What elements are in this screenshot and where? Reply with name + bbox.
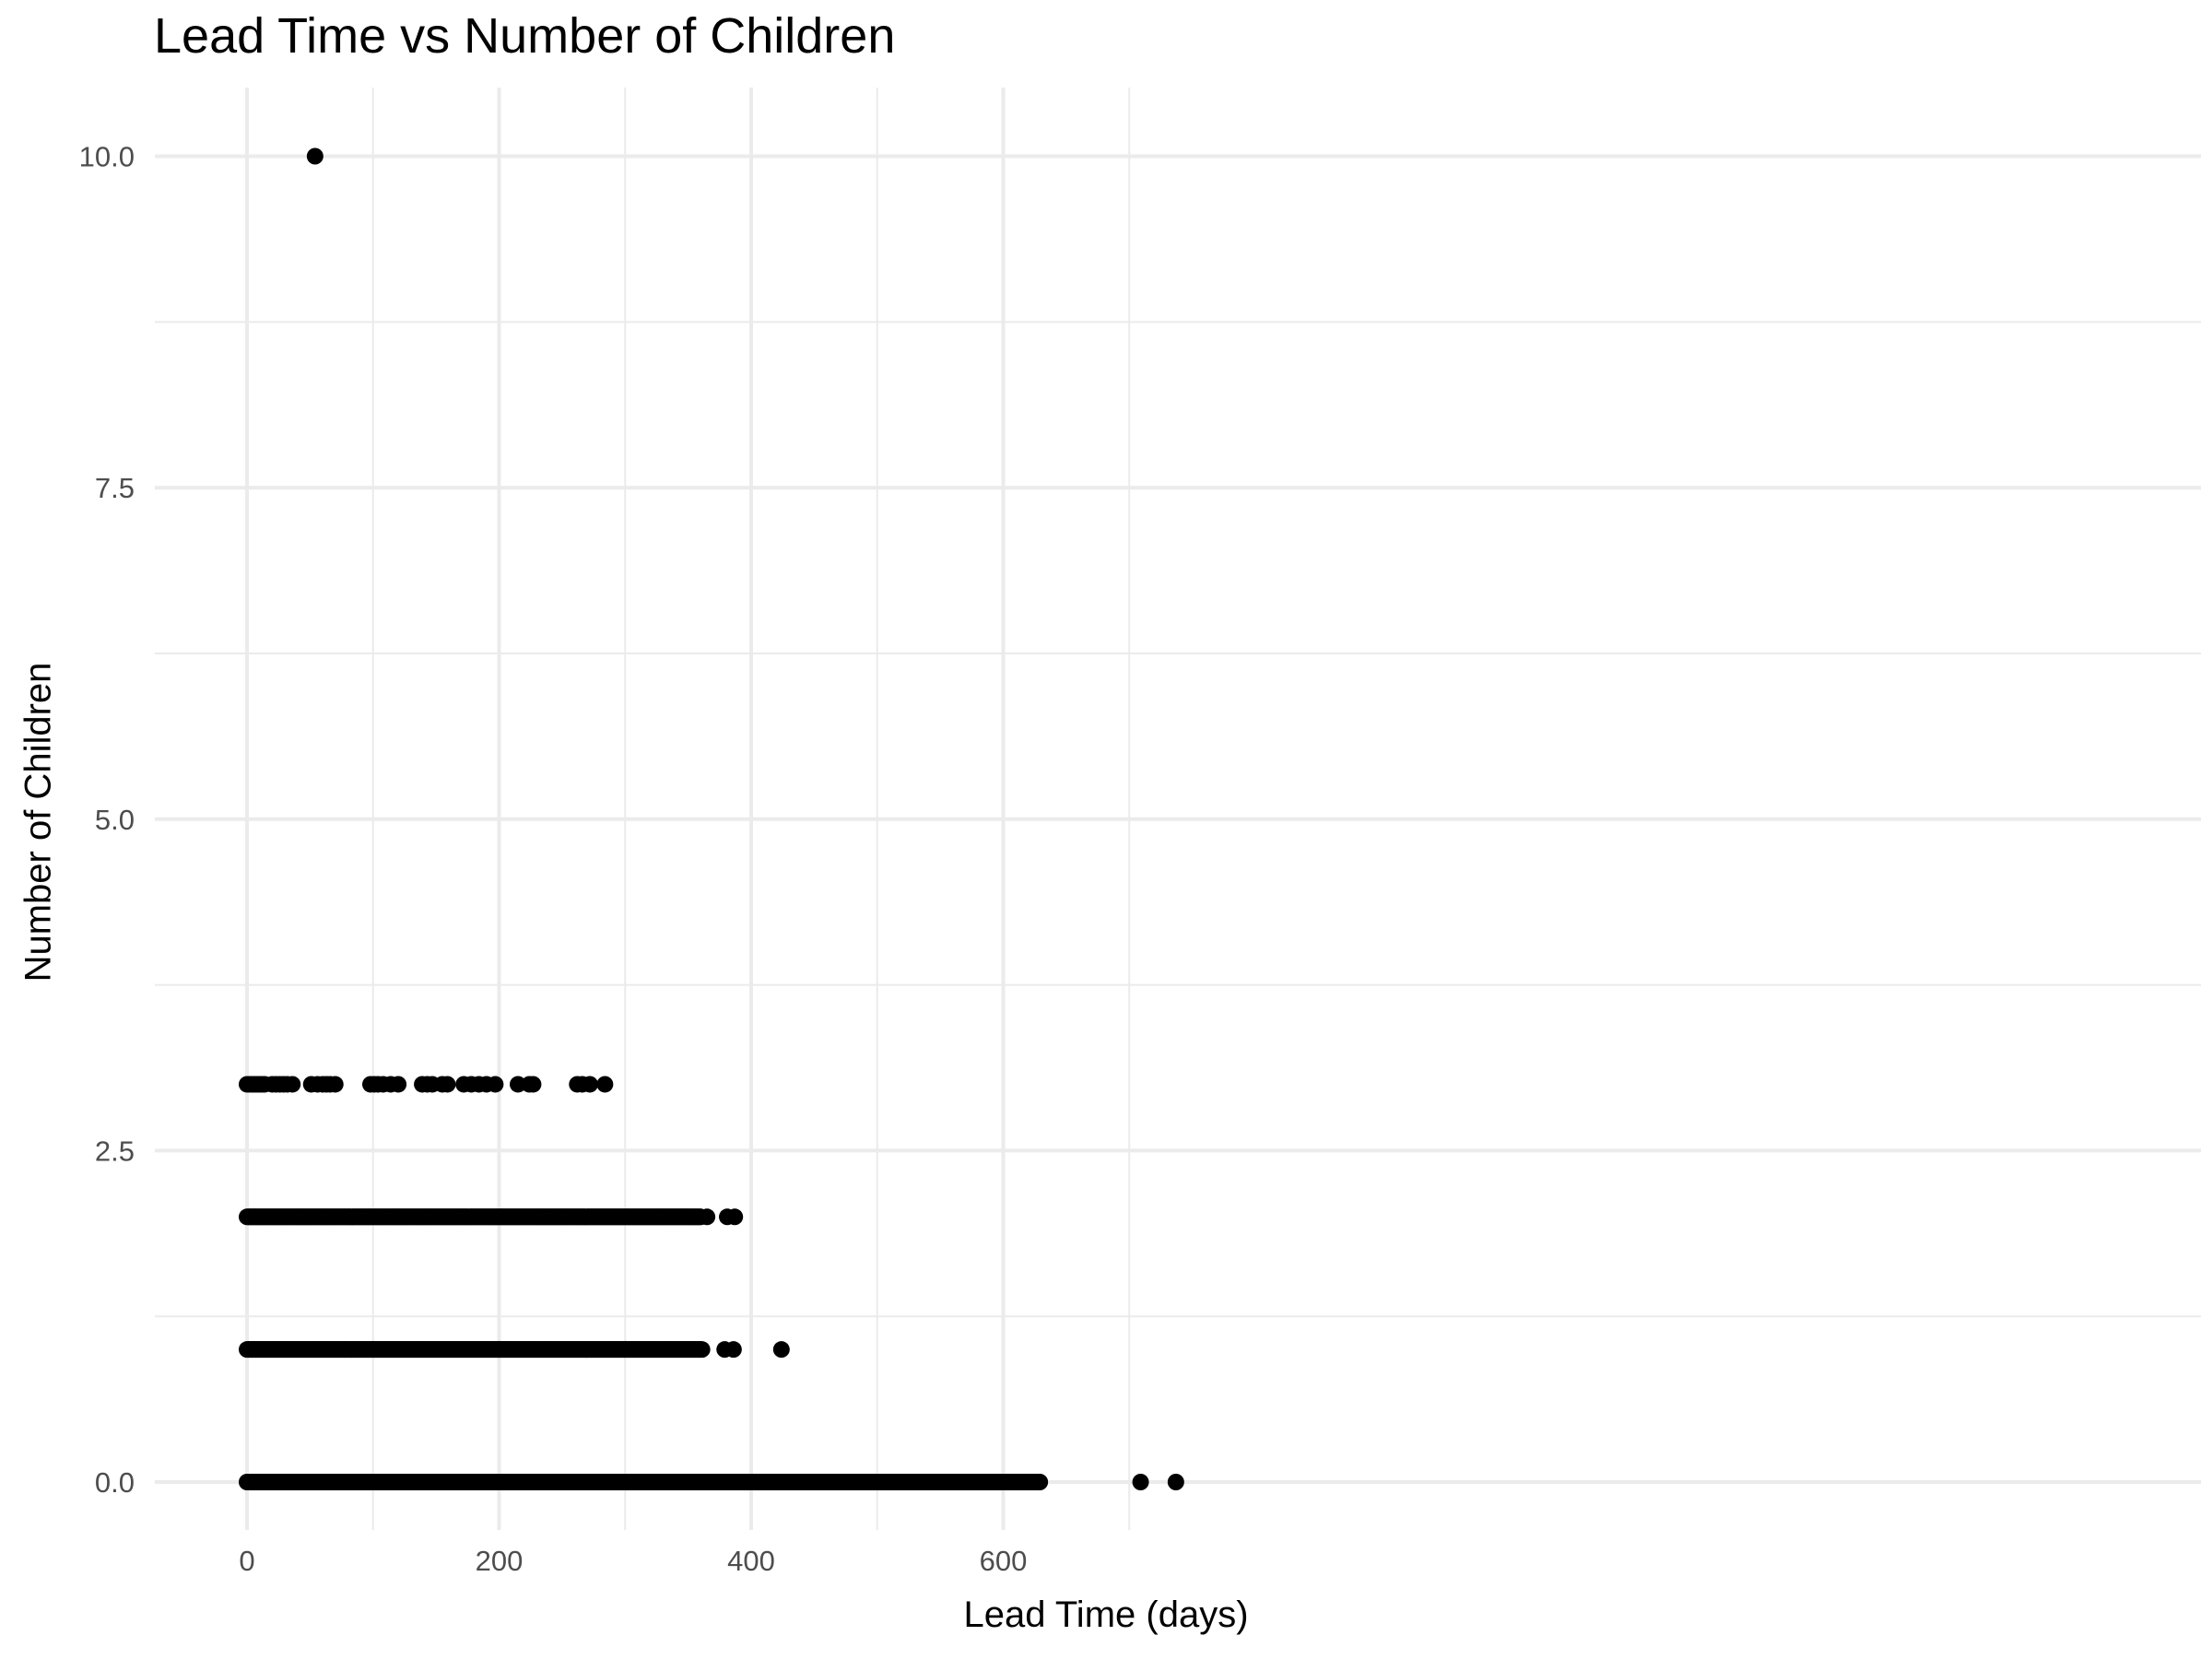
data-point	[1031, 1474, 1049, 1490]
chart-title: Lead Time vs Number of Children	[154, 8, 896, 64]
data-point	[693, 1341, 711, 1359]
data-point	[326, 1076, 344, 1093]
data-point	[524, 1076, 542, 1093]
major-gridlines	[155, 88, 2201, 1530]
data-point	[581, 1076, 598, 1093]
data-point	[726, 1208, 744, 1226]
data-point	[724, 1341, 742, 1359]
data-point	[306, 147, 324, 165]
minor-gridlines	[155, 88, 2201, 1530]
x-axis-label: Lead Time (days)	[963, 1594, 1249, 1635]
y-tick-labels: 0.0 2.5 5.0 7.5 10.0	[79, 141, 135, 1500]
y-axis-label: Number of Children	[18, 662, 59, 982]
x-tick-label: 400	[727, 1545, 775, 1577]
x-tick-label: 600	[980, 1545, 1028, 1577]
y-tick-label: 10.0	[79, 141, 135, 173]
data-point	[284, 1076, 301, 1093]
x-tick-label: 0	[239, 1545, 254, 1577]
data-point	[1167, 1474, 1184, 1490]
y-tick-label: 0.0	[95, 1466, 135, 1499]
x-tick-label: 200	[476, 1545, 524, 1577]
data-point	[596, 1076, 614, 1093]
data-point	[390, 1076, 407, 1093]
x-tick-labels: 0 200 400 600	[239, 1545, 1027, 1577]
data-point	[439, 1076, 456, 1093]
data-point	[487, 1076, 504, 1093]
data-point	[692, 1208, 710, 1226]
y-tick-label: 5.0	[95, 804, 135, 836]
data-point	[772, 1341, 790, 1359]
data-point	[510, 1076, 527, 1093]
data-points	[239, 147, 1184, 1490]
y-tick-label: 2.5	[95, 1135, 135, 1167]
data-point	[1132, 1474, 1149, 1490]
y-tick-label: 7.5	[95, 472, 135, 504]
